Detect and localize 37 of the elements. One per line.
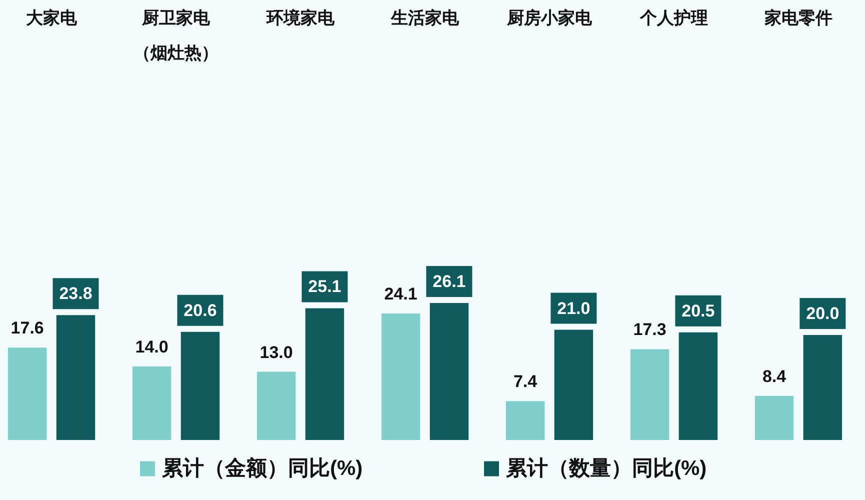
x-tick-label: 生活家电: [390, 8, 460, 28]
bar: [506, 401, 545, 440]
data-label: 20.5: [682, 301, 715, 320]
bar: [56, 315, 96, 440]
x-tick-label: 厨卫家电（烟灶热）: [134, 8, 219, 62]
data-label: 17.6: [10, 318, 44, 338]
data-label: 23.8: [59, 284, 92, 304]
legend-label: 累计（数量）同比(%): [505, 456, 707, 480]
x-tick-label: 个人护理: [638, 8, 708, 28]
bar: [803, 335, 842, 440]
bar: [132, 366, 172, 440]
x-tick-label: 家电零件: [763, 8, 832, 28]
data-label: 17.3: [633, 320, 666, 340]
bar: [256, 372, 296, 440]
bar: [678, 332, 718, 440]
x-tick-label: 厨房小家电: [506, 8, 593, 28]
bar: [630, 349, 670, 440]
x-tick-label: 环境家电: [266, 8, 336, 28]
bar: [554, 330, 594, 440]
bar: [430, 303, 469, 440]
bar: [381, 314, 420, 440]
data-label: 13.0: [260, 342, 293, 362]
bar: [754, 396, 794, 440]
data-label: 24.1: [384, 284, 418, 304]
data-label: 20.0: [806, 304, 840, 324]
bar: [305, 308, 344, 440]
data-label: 14.0: [135, 338, 168, 357]
data-label: 20.6: [184, 300, 217, 320]
bar: [8, 348, 47, 440]
data-label: 8.4: [762, 366, 787, 386]
bar: [180, 332, 220, 440]
data-label: 25.1: [308, 277, 342, 296]
data-label: 7.4: [513, 372, 538, 392]
data-label: 26.1: [432, 272, 466, 291]
x-tick-label: 大家电: [26, 8, 78, 28]
legend-label: 累计（金额）同比(%): [161, 456, 363, 480]
data-label: 21.0: [557, 298, 590, 318]
